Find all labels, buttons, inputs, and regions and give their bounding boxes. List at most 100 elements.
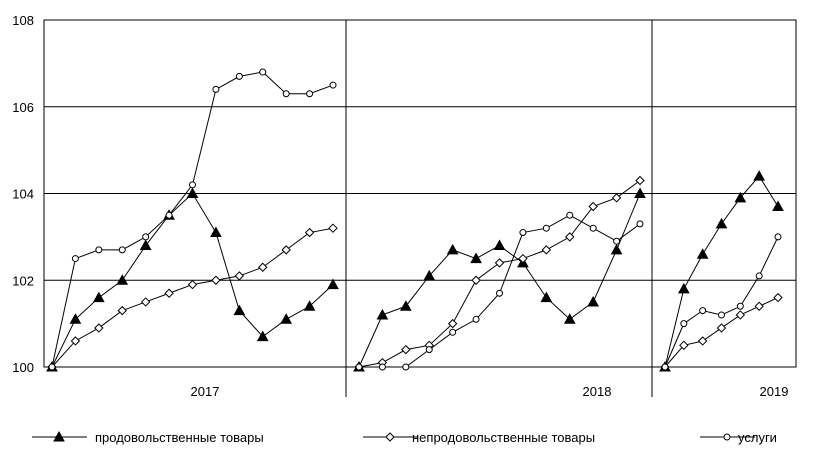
marker-triangle (210, 226, 222, 238)
marker-diamond (716, 323, 727, 333)
y-tick-label: 100 (12, 360, 34, 375)
marker-triangle (280, 313, 293, 324)
marker-circle (723, 433, 731, 441)
marker-diamond (385, 432, 395, 442)
marker-circle (329, 81, 337, 89)
marker-circle (496, 289, 503, 297)
marker-circle (402, 363, 410, 371)
y-tick-label: 104 (12, 187, 34, 202)
legend-item: продовольственные товары (32, 430, 264, 445)
marker-circle (589, 224, 597, 232)
marker-circle (718, 311, 725, 319)
marker-diamond (187, 279, 198, 290)
marker-triangle (493, 239, 506, 251)
marker-diamond (304, 227, 315, 238)
marker-triangle (233, 304, 246, 316)
marker-diamond (211, 275, 221, 285)
marker-triangle (92, 291, 105, 303)
y-tick-label: 106 (12, 100, 34, 115)
marker-triangle (376, 308, 389, 320)
marker-circle (449, 328, 457, 336)
marker-circle (542, 224, 550, 232)
marker-diamond (164, 288, 174, 298)
marker-circle (259, 68, 267, 76)
marker-triangle (470, 252, 482, 264)
marker-diamond (494, 258, 505, 268)
marker-circle (212, 85, 220, 93)
marker-diamond (328, 223, 338, 233)
marker-triangle (446, 243, 459, 255)
marker-circle (613, 237, 621, 245)
marker-diamond (140, 297, 151, 307)
marker-diamond (518, 253, 528, 264)
marker-triangle (423, 269, 436, 281)
marker-circle (519, 229, 527, 237)
marker-diamond (565, 232, 575, 242)
marker-diamond (258, 262, 268, 272)
marker-diamond (94, 323, 104, 333)
marker-circle (736, 302, 744, 310)
x-group-label: 2017 (191, 384, 220, 399)
marker-circle (235, 72, 243, 80)
marker-circle (680, 320, 688, 328)
x-group-label: 2019 (760, 384, 789, 399)
marker-triangle (634, 187, 646, 198)
legend-label: непродовольственные товары (412, 430, 595, 445)
marker-circle (636, 220, 644, 228)
marker-diamond (735, 310, 746, 320)
marker-diamond (541, 245, 552, 255)
marker-circle (95, 246, 103, 254)
marker-diamond (635, 175, 645, 186)
marker-diamond (70, 336, 81, 346)
marker-circle (306, 90, 314, 98)
marker-circle (425, 346, 433, 354)
series-diamond (47, 175, 783, 372)
marker-circle (774, 233, 782, 241)
marker-circle (378, 363, 386, 371)
marker-triangle (610, 243, 623, 255)
marker-triangle (715, 217, 728, 229)
marker-circle (472, 315, 480, 323)
marker-triangle (734, 191, 747, 203)
marker-diamond (697, 336, 708, 346)
marker-diamond (471, 275, 481, 285)
marker-circle (661, 363, 669, 371)
x-group-label: 2018 (583, 384, 612, 399)
legend-item: услуги (700, 430, 777, 445)
marker-diamond (281, 245, 291, 255)
marker-diamond (117, 305, 127, 316)
marker-triangle (772, 200, 784, 212)
series-line (51, 227, 334, 368)
marker-circle (355, 363, 363, 371)
marker-circle (48, 363, 56, 371)
marker-circle (566, 211, 574, 219)
marker-circle (755, 272, 763, 280)
marker-diamond (679, 340, 689, 351)
marker-circle (699, 307, 707, 315)
marker-triangle (139, 239, 152, 251)
marker-circle (165, 211, 173, 219)
legend-label: услуги (738, 430, 777, 445)
marker-triangle (677, 282, 690, 294)
marker-diamond (588, 201, 598, 212)
marker-triangle (563, 313, 576, 324)
marker-diamond (773, 292, 783, 303)
marker-circle (118, 246, 126, 254)
marker-triangle (69, 313, 82, 324)
marker-triangle (540, 291, 553, 303)
marker-triangle (116, 274, 129, 285)
marker-triangle (256, 330, 269, 342)
marker-triangle (53, 430, 65, 442)
marker-diamond (754, 301, 764, 311)
marker-triangle (696, 248, 709, 259)
marker-diamond (447, 318, 458, 329)
legend-item: непродовольственные товары (363, 430, 595, 445)
marker-circle (71, 255, 79, 263)
legend-label: продовольственные товары (95, 430, 264, 445)
series-circle (48, 68, 782, 371)
marker-diamond (611, 193, 622, 203)
marker-triangle (753, 170, 766, 181)
marker-circle (189, 181, 196, 189)
